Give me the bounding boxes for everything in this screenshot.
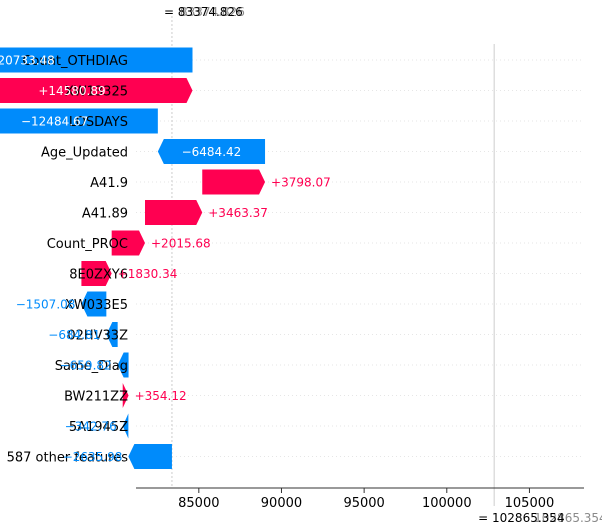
positive-contribution-bar bbox=[202, 169, 266, 195]
feature-name: Count_PROC bbox=[47, 237, 128, 252]
positive-contribution-bar bbox=[122, 383, 129, 408]
negative-contribution-bar bbox=[81, 291, 107, 317]
contribution-value-label: −20733.48 bbox=[0, 54, 55, 68]
contribution-value-label: −2635.98 bbox=[63, 450, 123, 464]
x-tick-label: 90000 bbox=[261, 496, 302, 511]
value-annotations: 83374.826= 83374.826 102865.354= 102865.3… bbox=[164, 5, 602, 525]
contribution-value-label: +3463.37 bbox=[208, 206, 268, 220]
negative-contribution-bar bbox=[117, 352, 129, 378]
feature-name: 5A1945Z bbox=[69, 420, 128, 435]
contribution-value-label: −6484.42 bbox=[182, 145, 242, 159]
contribution-value-label: −659.82 bbox=[60, 359, 112, 373]
positive-contribution-bar bbox=[145, 200, 203, 225]
feature-name: XW033E5 bbox=[65, 298, 128, 313]
negative-contribution-bar bbox=[157, 139, 266, 164]
contribution-value-label: +3798.07 bbox=[271, 176, 331, 190]
row-gridlines bbox=[136, 59, 584, 457]
contribution-value-label: −12484.67 bbox=[21, 115, 88, 129]
contribution-value-label: +2015.68 bbox=[151, 237, 211, 251]
x-tick-label: 85000 bbox=[178, 496, 219, 511]
final-value-shadow-label: 102865.354 bbox=[534, 511, 602, 525]
positive-contribution-bar bbox=[111, 230, 146, 256]
x-tick-label: 100000 bbox=[422, 496, 472, 511]
negative-contribution-bar bbox=[128, 444, 172, 469]
x-tick-label: 95000 bbox=[343, 496, 384, 511]
contribution-value-label: −342.76 bbox=[65, 420, 117, 434]
negative-contribution-bar bbox=[0, 108, 158, 134]
base-value-shadow-label: 83374.826 bbox=[180, 5, 245, 19]
feature-name: BW211ZZ bbox=[64, 390, 128, 405]
positive-contribution-bar bbox=[0, 78, 193, 103]
feature-name: XW13325 bbox=[65, 85, 128, 100]
contribution-value-label: −684.81 bbox=[48, 328, 100, 342]
contribution-value-label: −1507.08 bbox=[16, 298, 76, 312]
contribution-value-label: +14580.89 bbox=[38, 84, 105, 98]
x-tick-label: 105000 bbox=[505, 496, 555, 511]
contribution-value-label: +1830.34 bbox=[118, 267, 178, 281]
feature-name: A41.9 bbox=[90, 176, 128, 191]
negative-contribution-bar bbox=[106, 322, 118, 347]
final-value-label: = 102865.354 bbox=[478, 511, 564, 525]
contribution-bars bbox=[0, 47, 266, 469]
feature-labels: Count_OTHDIAG−20733.48 XW13325+14580.89 LO… bbox=[0, 54, 331, 466]
base-value-label: = 83374.826 bbox=[164, 5, 243, 19]
feature-name: A41.89 bbox=[82, 207, 128, 222]
x-axis: 85000 90000 95000 100000 105000 bbox=[136, 487, 584, 511]
positive-contribution-bar bbox=[81, 261, 112, 286]
feature-name: 02HV33Z bbox=[67, 329, 128, 344]
negative-contribution-bar bbox=[0, 47, 193, 73]
feature-name: 587 other features bbox=[7, 451, 129, 466]
feature-name: Age_Updated bbox=[41, 146, 128, 161]
feature-name: Count_OTHDIAG bbox=[22, 54, 128, 69]
feature-name: LOSDAYS bbox=[69, 115, 128, 130]
feature-name: 8E0ZXY6 bbox=[69, 268, 128, 283]
contribution-value-label: +354.12 bbox=[135, 389, 187, 403]
feature-name: Same_Diag bbox=[55, 359, 128, 374]
negative-contribution-bar bbox=[122, 413, 129, 439]
